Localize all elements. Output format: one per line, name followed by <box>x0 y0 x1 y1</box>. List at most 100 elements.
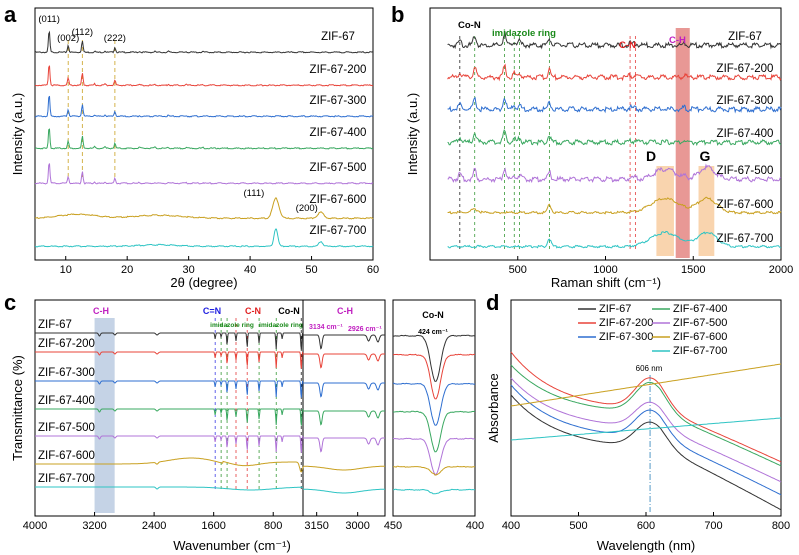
uv-legend-label: ZIF-67-500 <box>673 317 727 329</box>
ftir-series-label: ZIF-67-600 <box>38 450 95 462</box>
ftir-trace-zif-67-600 <box>35 457 304 473</box>
ftir-zoom-c-h-label: C-H <box>337 306 353 316</box>
panel-a-xtick-label: 10 <box>60 264 72 276</box>
panel-c-dashed-lines <box>214 318 302 490</box>
ftir-zoom2-trace-zif-67-600 <box>393 465 475 476</box>
ftir-co-n-label: Co-N <box>278 306 300 316</box>
panel-c-xtick-label: 2400 <box>142 520 166 532</box>
panel-c-xtick-label: 800 <box>264 520 282 532</box>
panel-c-series-labels: ZIF-67 ZIF-67-200 ZIF-67-300 ZIF-67-400 ZIF-… <box>38 319 95 485</box>
panel-a-ylabel: Intensity (a.u.) <box>10 93 25 175</box>
ftir-trace-zif-67-300 <box>35 380 304 398</box>
ftir-imidazole-label-2: imidazole ring <box>259 322 303 329</box>
uv-legend-label: ZIF-67-600 <box>673 331 727 343</box>
raman-c-h-label: C-H <box>669 35 686 46</box>
panel-c-zoom2-frame <box>392 299 476 517</box>
ftir-imidazole-label-1: imidazole ring <box>210 322 254 329</box>
xrd-series-label: ZIF-67-300 <box>310 95 367 107</box>
panel-d-xtick-label: 600 <box>637 520 655 532</box>
panel-a: a 10 20 30 40 50 60 ZIF-67 ZIF-67-200 ZIF-67-30… <box>4 2 379 290</box>
xrd-peak-label: (111) <box>244 188 265 199</box>
ftir-zoom2-trace-zif-67-200 <box>392 353 476 400</box>
ftir-zoom1-trace-zif-67 <box>303 334 385 350</box>
panel-a-traces <box>34 30 374 248</box>
xrd-trace-zif-67 <box>34 30 374 54</box>
panel-b: b 500 1000 1500 2000 ZIF-67ZIF-67-200ZIF-67… <box>391 2 793 290</box>
xrd-peak-label: (200) <box>296 203 318 214</box>
raman-series-label: ZIF-67 <box>728 31 762 43</box>
raman-trace-zif-67-700 <box>447 230 782 249</box>
uv-trace-zif-67-600 <box>510 363 782 407</box>
ftir-series-label: ZIF-67-700 <box>38 473 95 485</box>
uv-trace-zif-67-200 <box>510 351 782 463</box>
raman-series-label: ZIF-67-200 <box>717 63 774 75</box>
panel-d-xtick-label: 400 <box>502 520 520 532</box>
panel-c-zoom2-xtick-label: 400 <box>466 520 484 532</box>
panel-c-traces <box>35 332 476 495</box>
raman-series-label: ZIF-67-400 <box>717 128 774 140</box>
raman-g-band <box>698 166 715 256</box>
raman-d-band <box>656 166 674 256</box>
uv-trace-zif-67 <box>510 394 782 511</box>
panel-a-xtick-label: 50 <box>305 264 317 276</box>
xrd-peak-label: (011) <box>38 14 59 25</box>
ftir-zoom2-trace-zif-67-700 <box>393 488 475 495</box>
panel-c-xlabel: Wavenumber (cm⁻¹) <box>173 538 291 553</box>
panel-a-ticks: 10 20 30 40 50 60 <box>60 40 379 276</box>
ftir-series-label: ZIF-67-500 <box>38 422 95 434</box>
ftir-series-label: ZIF-67-400 <box>38 395 95 407</box>
ftir-trace-zif-67 <box>35 332 304 350</box>
xrd-series-label: ZIF-67-200 <box>310 64 367 76</box>
uv-trace-zif-67-300 <box>510 384 782 496</box>
ftir-series-label: ZIF-67-300 <box>38 367 95 379</box>
panel-b-ticks: 500 1000 1500 2000 <box>509 256 793 276</box>
panel-d-xtick-label: 500 <box>569 520 587 532</box>
panel-c-zoom1-frame <box>302 299 386 517</box>
panel-d-traces <box>510 351 782 511</box>
ftir-zoom2-trace-zif-67 <box>392 334 476 382</box>
raman-series-label: ZIF-67-300 <box>717 95 774 107</box>
xrd-trace-zif-67-600 <box>34 197 374 220</box>
panel-c-xtick-label: 3200 <box>82 520 106 532</box>
uv-legend-label: ZIF-67-200 <box>599 317 653 329</box>
ftir-trace-zif-67-200 <box>35 351 304 369</box>
raman-trace-zif-67-400 <box>447 129 782 147</box>
raman-c-n-label: C-N <box>619 40 636 51</box>
uv-trace-zif-67-700 <box>510 417 782 441</box>
ftir-zoom1-trace-zif-67-600 <box>303 465 385 471</box>
panel-c-zoom2-xtick-label: 450 <box>384 520 402 532</box>
panel-a-xtick-label: 40 <box>244 264 256 276</box>
panel-c-xtick-label: 1600 <box>201 520 225 532</box>
xrd-series-label: ZIF-67 <box>321 31 355 43</box>
xrd-peak-label: (002) <box>57 33 79 44</box>
ftir-trace-zif-67-700 <box>35 486 303 491</box>
xrd-trace-zif-67-700 <box>34 228 374 248</box>
panel-b-series-labels: ZIF-67 ZIF-67-200 ZIF-67-300 ZIF-67-400 ZIF-… <box>717 31 774 245</box>
ftir-zoom1-trace-zif-67-500 <box>303 437 385 453</box>
xrd-trace-zif-67-400 <box>34 128 374 150</box>
panel-a-xlabel: 2θ (degree) <box>170 275 237 290</box>
raman-trace-zif-67-600 <box>447 196 782 215</box>
xrd-trace-zif-67-500 <box>34 163 374 185</box>
ftir-zoom1-trace-zif-67-400 <box>303 410 385 426</box>
ftir-peak-424: 424 cm⁻¹ <box>418 329 448 336</box>
xrd-trace-zif-67-200 <box>34 65 374 87</box>
raman-trace-zif-67 <box>447 30 782 50</box>
panel-a-series-labels: ZIF-67 ZIF-67-200 ZIF-67-300 ZIF-67-400 ZIF-… <box>38 14 366 237</box>
ftir-ch-band <box>94 318 115 513</box>
raman-co-n-label: Co-N <box>458 20 481 31</box>
panel-a-xtick-label: 20 <box>121 264 133 276</box>
raman-series-label: ZIF-67-600 <box>717 199 774 211</box>
ftir-zoom-co-n-label: Co-N <box>422 310 444 320</box>
panel-c-zoom1-xtick-label: 3150 <box>304 520 328 532</box>
panel-b-xtick-label: 2000 <box>769 264 793 276</box>
ftir-zoom1-trace-zif-67-300 <box>303 382 385 398</box>
ftir-c-eq-n-label: C=N <box>203 306 221 316</box>
uv-legend-label: ZIF-67-300 <box>599 331 653 343</box>
panel-c-ticks: 4000 3200 2400 1600 800 3150 3000 450 400 <box>23 512 484 532</box>
panel-c-ylabel: Transmittance (%) <box>10 355 25 461</box>
panel-b-xtick-label: 500 <box>509 264 527 276</box>
xrd-trace-zif-67-300 <box>35 95 374 118</box>
uv-legend-label: ZIF-67-400 <box>673 303 727 315</box>
xrd-series-label: ZIF-67-700 <box>310 225 367 237</box>
